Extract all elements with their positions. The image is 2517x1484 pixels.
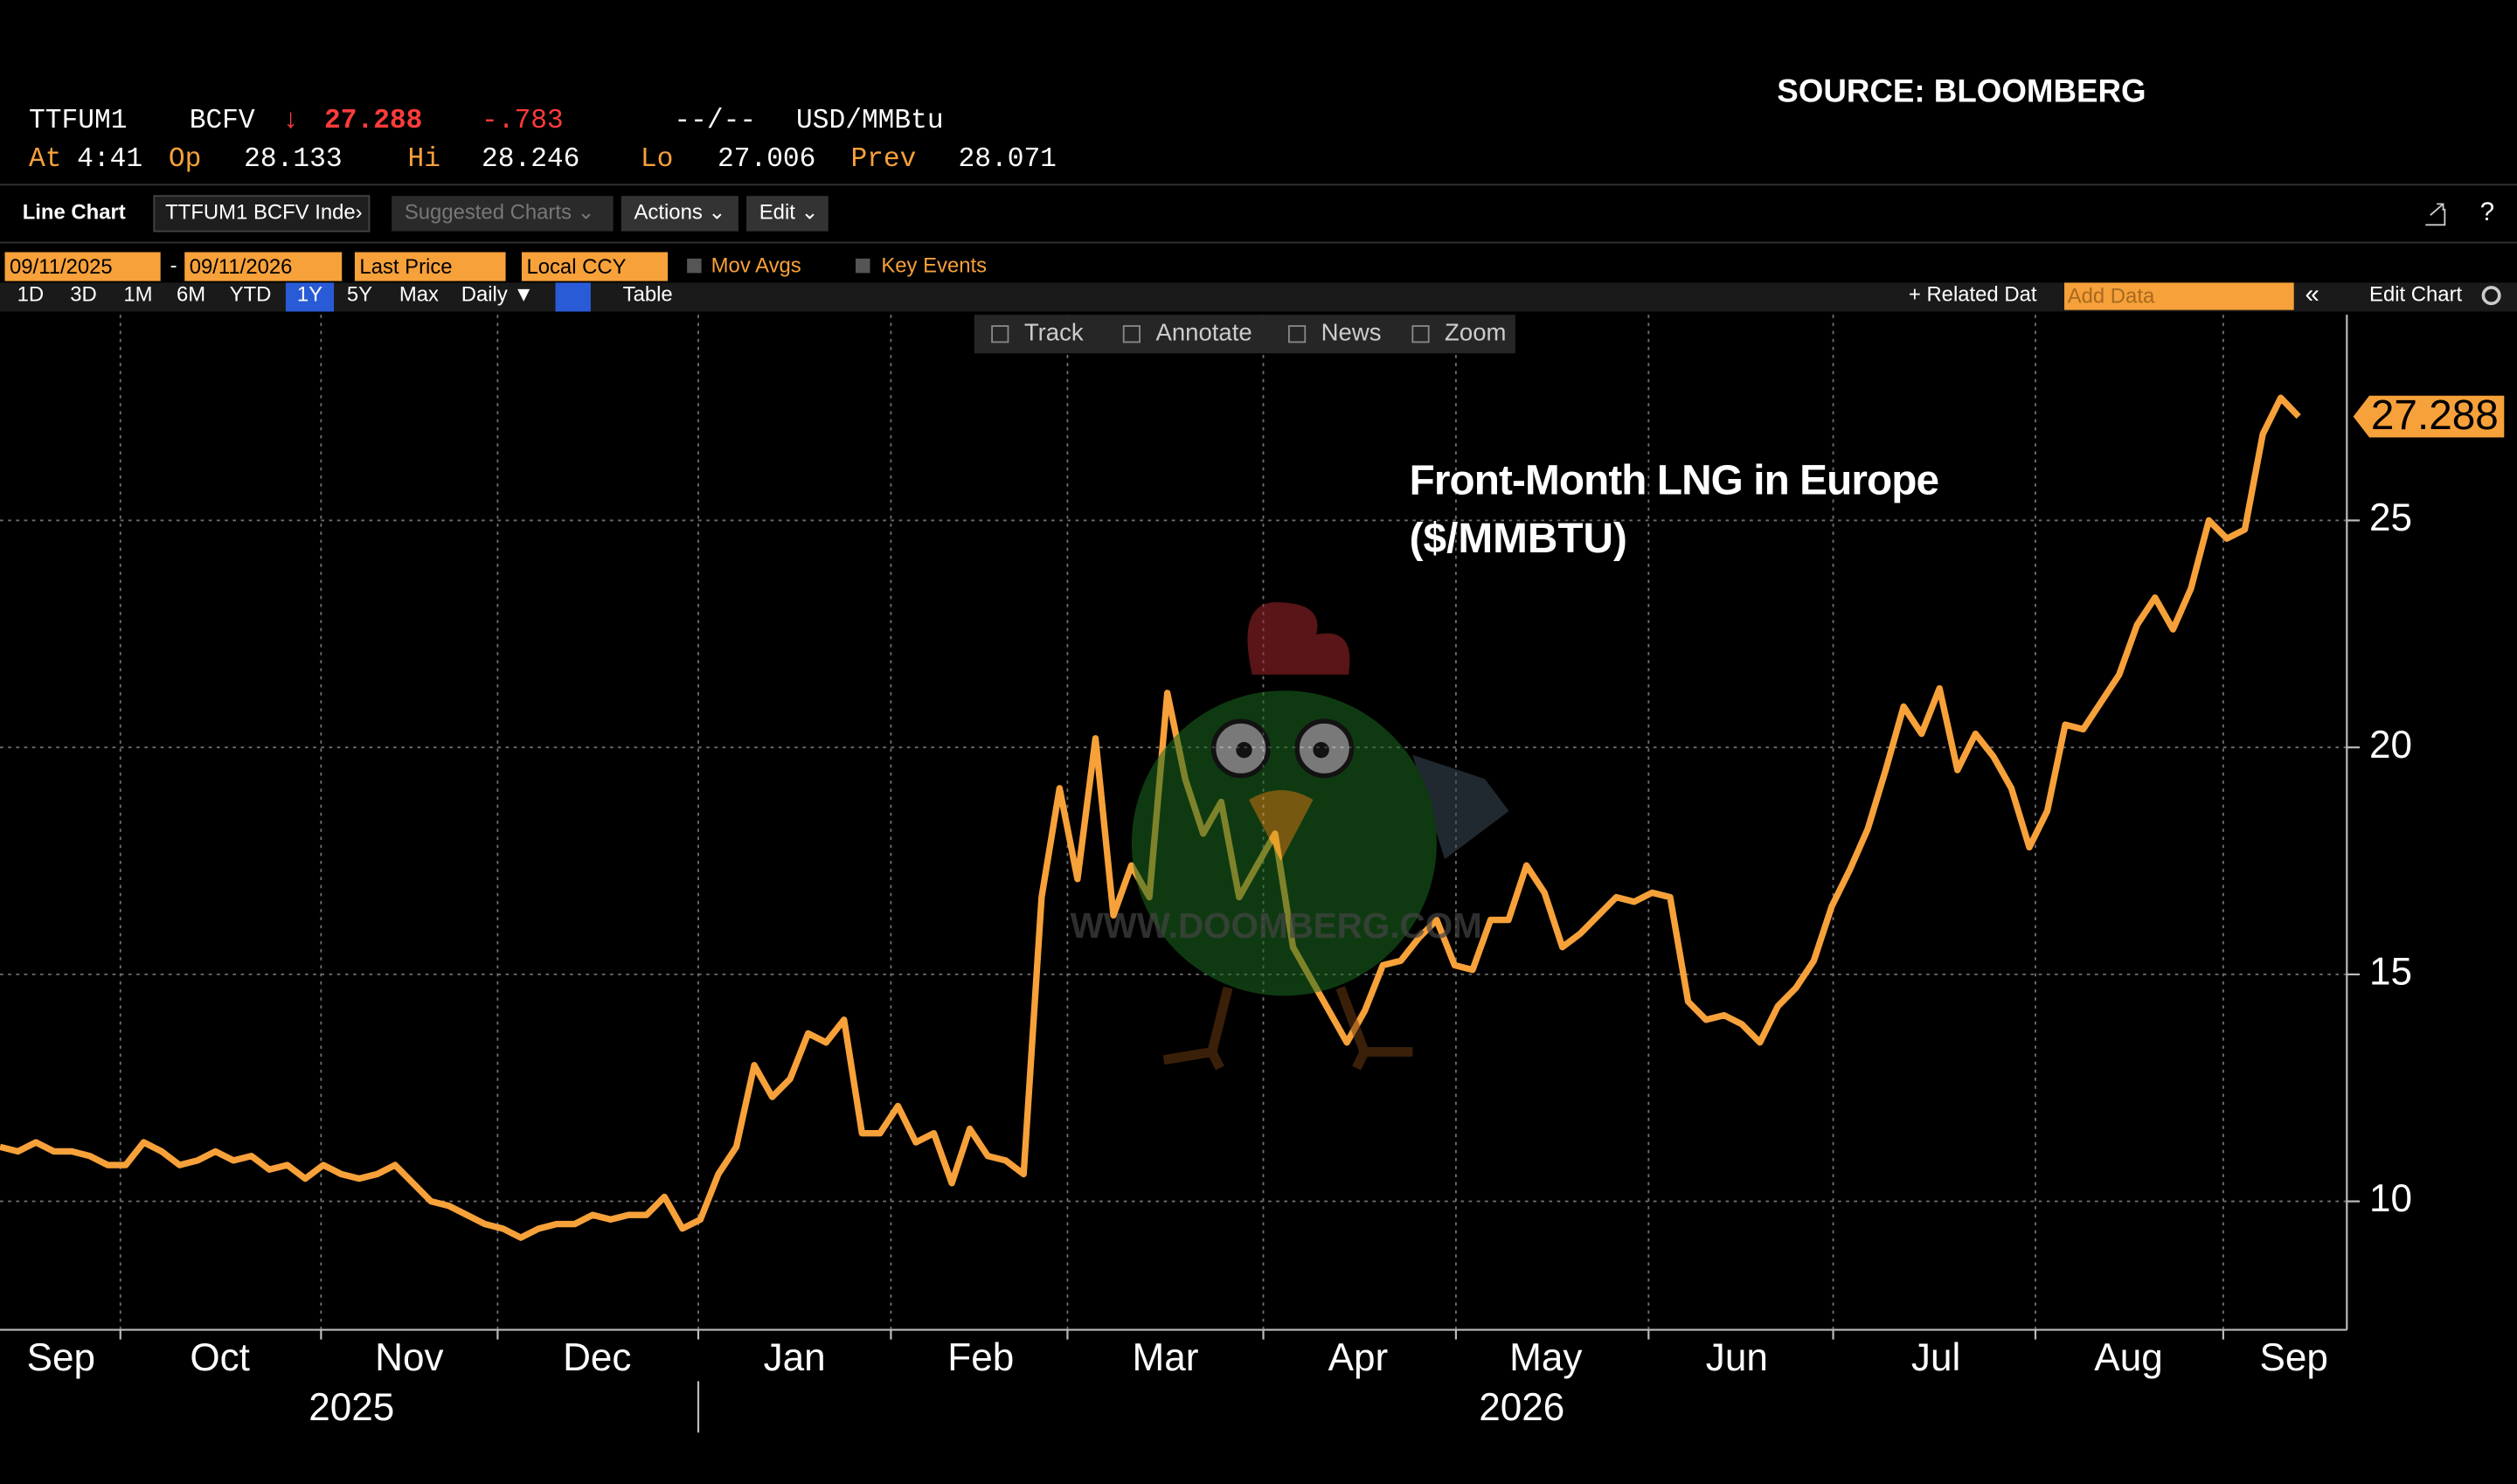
start-date[interactable]: 09/11/2025 — [10, 255, 113, 279]
chart-subtitle: ($/MMBTU) — [1410, 516, 1627, 562]
button[interactable] — [392, 196, 614, 232]
x-tick-label: Feb — [947, 1336, 1014, 1379]
input[interactable] — [4, 252, 161, 281]
collapse[interactable]: « — [2306, 280, 2319, 309]
security[interactable]: TTFUM1 BCFV Inde› — [165, 201, 362, 225]
end-date[interactable]: 09/11/2026 — [190, 255, 293, 279]
help-icon[interactable]: ? — [2480, 198, 2494, 226]
tool-button[interactable]: Track — [1024, 319, 1084, 346]
label: Lo — [641, 144, 673, 175]
checkbox[interactable] — [855, 258, 870, 274]
button-label[interactable]: Suggested Charts ⌄ — [405, 201, 595, 225]
watermark-logo — [1131, 602, 1509, 1071]
input[interactable] — [521, 252, 669, 281]
last-price-label: 27.288 — [2371, 392, 2499, 439]
range-button[interactable]: Daily ▼ — [461, 282, 534, 306]
label: Prev — [850, 144, 916, 175]
tool-button[interactable]: Annotate — [1155, 319, 1252, 346]
source: SOURCE: BLOOMBERG — [1777, 73, 2146, 108]
tool-bar — [974, 315, 1515, 354]
checkbox[interactable] — [687, 258, 702, 274]
last-price: 27.288 — [324, 106, 422, 136]
button[interactable] — [746, 196, 829, 232]
input[interactable] — [184, 252, 343, 281]
related[interactable]: + Related Dat — [1909, 282, 2037, 306]
x-tick-label: Oct — [190, 1336, 250, 1379]
x-tick-label: Nov — [375, 1336, 443, 1379]
mov-avgs[interactable]: Mov Avgs — [711, 253, 801, 277]
range-button[interactable]: 1Y — [297, 282, 322, 306]
tool-button[interactable]: Zoom — [1445, 319, 1506, 346]
range-button[interactable]: YTD — [230, 282, 272, 306]
tool-icon[interactable] — [991, 325, 1009, 343]
range-button[interactable]: Max — [399, 282, 439, 306]
change: -.783 — [482, 106, 564, 136]
year-label: 2026 — [1479, 1386, 1564, 1429]
range-button[interactable]: 5Y — [347, 282, 372, 306]
chart-type-icon[interactable] — [555, 282, 591, 312]
x-tick-label: Aug — [2094, 1336, 2162, 1379]
range-buttons: 1D 3D 1M 6M YTD 1Y 5Y Max Daily ▼ — [17, 282, 534, 312]
x-tick-label: Sep — [27, 1336, 95, 1379]
key-events[interactable]: Key Events — [881, 253, 987, 277]
table[interactable]: Table — [623, 282, 673, 306]
x-tick-label: Jul — [1911, 1336, 1960, 1379]
label: Hi — [408, 144, 440, 175]
range-button[interactable]: 1M — [123, 282, 152, 306]
chart-kind: Line Chart — [23, 201, 126, 225]
x-tick-label: May — [1509, 1336, 1582, 1379]
tool-icon[interactable] — [1122, 325, 1141, 343]
plot: Sep Oct Nov Dec Jan Feb Mar Apr May Jun Jul Aug Sep 2… — [0, 315, 2505, 1433]
high: 28.246 — [482, 144, 579, 175]
add-data[interactable]: Add Data — [2068, 284, 2155, 308]
y-tick-label: 25 — [2369, 496, 2412, 539]
security-box[interactable] — [153, 195, 371, 232]
settings-icon[interactable] — [2481, 286, 2501, 306]
y-tick-label: 15 — [2369, 951, 2412, 994]
range-selected[interactable] — [285, 282, 335, 312]
bid-ask: --/-- — [674, 106, 756, 136]
tool-icon[interactable] — [1287, 325, 1307, 343]
button-label[interactable]: Actions ⌄ — [634, 201, 726, 225]
arrow: ↓ — [282, 106, 299, 136]
y-tick-label: 20 — [2369, 724, 2412, 766]
export-icon[interactable] — [2425, 203, 2446, 226]
button[interactable] — [621, 196, 738, 232]
button-label[interactable]: Edit ⌄ — [759, 201, 819, 225]
dash: - — [170, 253, 177, 277]
ticker: TTFUM1 — [29, 106, 127, 136]
chart-title: Front-Month LNG in Europe — [1410, 458, 1938, 504]
input[interactable] — [2064, 282, 2294, 310]
x-tick-label: Mar — [1133, 1336, 1199, 1379]
watermark: WWW.DOOMBERG.COM — [1071, 905, 1482, 946]
label: At — [29, 144, 61, 175]
x-tick-label: Dec — [563, 1336, 631, 1379]
low: 27.006 — [718, 144, 815, 175]
field[interactable]: Last Price — [359, 255, 452, 279]
label: Op — [169, 144, 201, 175]
range-button[interactable]: 1D — [17, 282, 45, 306]
x-tick-label: Apr — [1328, 1336, 1389, 1379]
x-tick-label: Sep — [2259, 1336, 2327, 1379]
y-tick-label: 10 — [2369, 1177, 2412, 1220]
time: 4:41 — [77, 144, 142, 175]
x-tick-label: Jun — [1706, 1336, 1768, 1379]
range-button[interactable]: 6M — [177, 282, 205, 306]
units: USD/MMBtu — [796, 106, 944, 136]
prev: 28.071 — [959, 144, 1057, 175]
last-price-tag — [2353, 395, 2505, 438]
year-label: 2025 — [309, 1386, 394, 1429]
x-tick-label: Jan — [764, 1336, 826, 1379]
input[interactable] — [354, 252, 506, 281]
pricing-source: BCFV — [190, 106, 255, 136]
tool-button[interactable]: News — [1321, 319, 1382, 346]
currency[interactable]: Local CCY — [526, 255, 626, 279]
tool-icon[interactable] — [1411, 325, 1430, 343]
edit-chart[interactable]: Edit Chart — [2369, 282, 2462, 306]
range-button[interactable]: 3D — [70, 282, 97, 306]
open: 28.133 — [244, 144, 342, 175]
